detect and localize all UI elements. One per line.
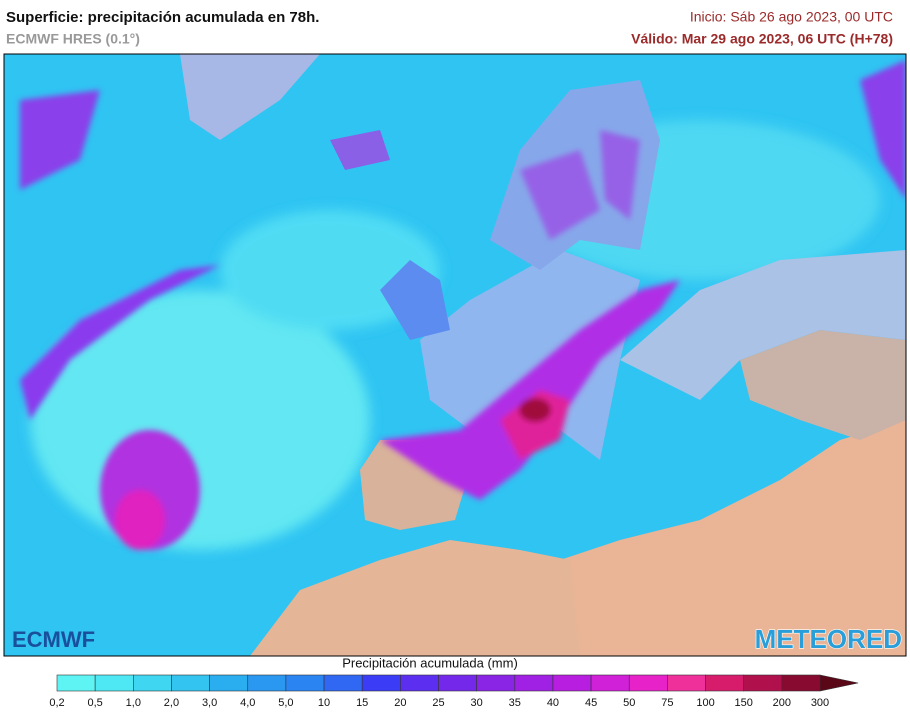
africa-west (250, 540, 580, 656)
color-swatch (743, 674, 783, 692)
heavy-precip (20, 60, 906, 550)
greenland (180, 54, 320, 140)
legend: 0,2 0,5 1,0 2,0 3,0 4,0 5,0 10 15 20 25 30 35 40 45 50 7… (49, 674, 859, 709)
ecmwf-logo: ECMWF (12, 627, 95, 652)
meteored-logo: METEORED (755, 624, 902, 654)
legend-label: 25 (432, 697, 444, 709)
color-swatch (285, 674, 325, 692)
color-swatch (400, 674, 439, 692)
legend-label: 35 (509, 697, 521, 709)
valid-time: Válido: Mar 29 ago 2023, 06 UTC (H+78) (631, 31, 893, 47)
color-swatch (94, 674, 134, 692)
color-swatch (628, 674, 668, 692)
legend-title: Precipitación acumulada (mm) (342, 655, 518, 670)
legend-label: 300 (811, 697, 829, 709)
color-swatch (133, 674, 172, 692)
africa-east (560, 420, 906, 656)
legend-label: 1,0 (126, 697, 141, 709)
legend-label: 4,0 (240, 697, 255, 709)
color-swatch (361, 674, 401, 692)
color-swatch (781, 674, 821, 692)
legend-label: 75 (661, 697, 673, 709)
legend-label: 15 (356, 697, 368, 709)
legend-label: 0,2 (49, 697, 64, 709)
legend-label: 45 (585, 697, 597, 709)
legend-label: 100 (696, 697, 714, 709)
british-isles (380, 260, 450, 340)
legend-label: 40 (547, 697, 559, 709)
color-arrow (819, 674, 859, 692)
legend-label: 200 (773, 697, 791, 709)
color-swatch (247, 674, 287, 692)
legend-label: 50 (623, 697, 635, 709)
iceland (330, 130, 390, 170)
color-swatch (476, 674, 516, 692)
legend-label: 0,5 (88, 697, 103, 709)
legend-label: 2,0 (164, 697, 179, 709)
map-frame (3, 53, 907, 657)
color-swatch (171, 674, 210, 692)
color-swatch (590, 674, 630, 692)
legend-label: 20 (394, 697, 406, 709)
central-europe (420, 250, 640, 460)
color-swatch (514, 674, 554, 692)
color-swatch (56, 674, 96, 692)
legend-label: 3,0 (202, 697, 217, 709)
legend-label: 5,0 (278, 697, 293, 709)
legend-label: 10 (318, 697, 330, 709)
legend-label: 150 (735, 697, 753, 709)
subtitle: ECMWF HRES (0.1°) (6, 31, 140, 47)
color-swatch (438, 674, 477, 692)
init-time: Inicio: Sáb 26 ago 2023, 00 UTC (690, 9, 893, 25)
map (3, 53, 907, 657)
color-swatch (667, 674, 706, 692)
color-swatch (209, 674, 249, 692)
east-europe (620, 250, 906, 400)
color-swatch (323, 674, 363, 692)
color-swatch (705, 674, 744, 692)
color-swatch (552, 674, 592, 692)
anatolia (740, 330, 906, 440)
title: Superficie: precipitación acumulada en 7… (6, 9, 319, 26)
legend-label: 30 (471, 697, 483, 709)
